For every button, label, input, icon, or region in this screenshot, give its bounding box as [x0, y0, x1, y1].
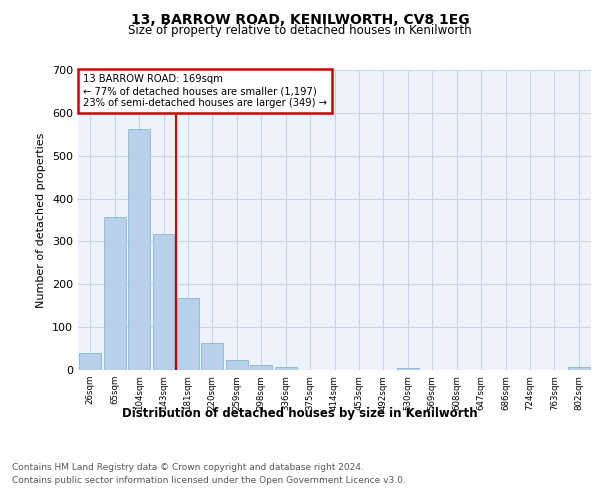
Bar — [128, 129, 150, 370]
Bar — [79, 353, 101, 370]
Text: Contains HM Land Registry data © Crown copyright and database right 2024.: Contains HM Land Registry data © Crown c… — [12, 462, 364, 471]
Bar — [568, 367, 590, 370]
Text: 13, BARROW ROAD, KENILWORTH, CV8 1EG: 13, BARROW ROAD, KENILWORTH, CV8 1EG — [131, 12, 469, 26]
Text: Size of property relative to detached houses in Kenilworth: Size of property relative to detached ho… — [128, 24, 472, 37]
Text: Contains public sector information licensed under the Open Government Licence v3: Contains public sector information licen… — [12, 476, 406, 485]
Bar — [275, 366, 296, 370]
Bar — [177, 298, 199, 370]
Y-axis label: Number of detached properties: Number of detached properties — [37, 132, 46, 308]
Text: 13 BARROW ROAD: 169sqm
← 77% of detached houses are smaller (1,197)
23% of semi-: 13 BARROW ROAD: 169sqm ← 77% of detached… — [83, 74, 327, 108]
Text: Distribution of detached houses by size in Kenilworth: Distribution of detached houses by size … — [122, 408, 478, 420]
Bar — [104, 217, 125, 370]
Bar — [152, 234, 175, 370]
Bar — [397, 368, 419, 370]
Bar — [226, 360, 248, 370]
Bar — [250, 365, 272, 370]
Bar — [202, 344, 223, 370]
